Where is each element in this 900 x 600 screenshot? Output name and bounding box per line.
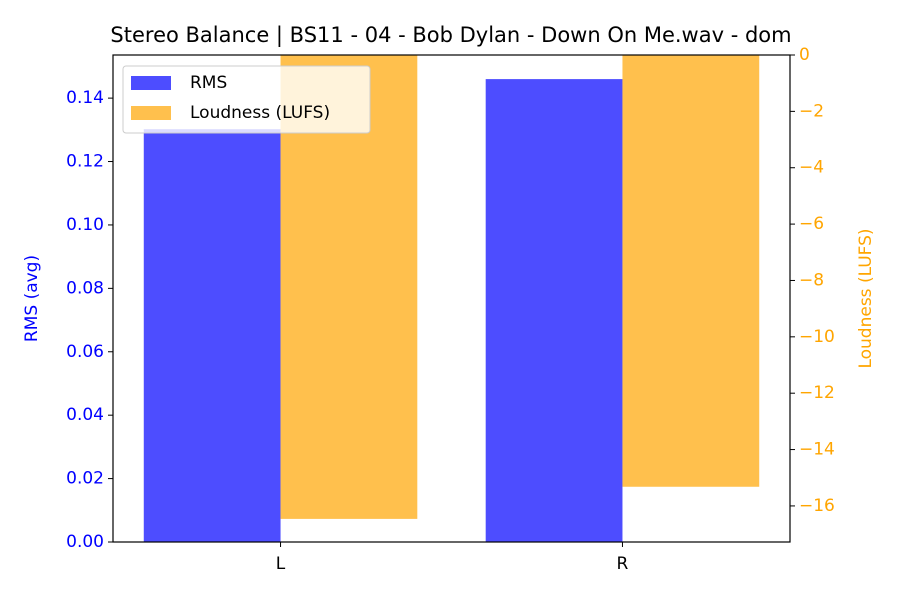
plot-frame [112,54,791,543]
y2-tick-label: −14 [799,440,835,460]
y-tick-label: 0.08 [66,278,104,298]
y-tick-label: 0.04 [66,405,104,425]
legend-swatch [131,76,171,90]
y-tick-label: 0.12 [66,152,104,172]
legend: RMS Loudness (LUFS) [122,65,371,134]
y2-tick-label: −4 [799,158,824,178]
y-tick-label: 0.02 [66,469,104,489]
bar [485,79,623,543]
x-tick-label: R [617,554,629,574]
y-tick-label: 0.06 [66,342,104,362]
bar [143,129,281,542]
y-axis-label: RMS (avg) [22,255,42,342]
y-tick-label: 0.14 [66,88,104,108]
y2-tick-label: −6 [799,214,824,234]
y2-axis-label: Loudness (LUFS) [856,228,876,368]
bar [622,55,760,487]
y-tick-label: 0.10 [66,215,104,235]
y2-tick-label: −12 [799,383,835,403]
legend-label: Loudness (LUFS) [190,103,330,123]
legend-label: RMS [190,73,227,93]
y2-tick-label: −2 [799,101,824,121]
y2-tick-label: −16 [799,496,835,516]
y2-tick-label: −8 [799,270,824,290]
x-tick-label: L [276,554,286,574]
y2-tick-label: −10 [799,327,835,347]
y-tick-label: 0.00 [66,532,104,552]
chart-title: Stereo Balance | BS11 - 04 - Bob Dylan -… [110,23,791,48]
y2-tick-label: 0 [799,45,810,65]
legend-box [122,65,371,134]
legend-swatch [131,106,171,120]
